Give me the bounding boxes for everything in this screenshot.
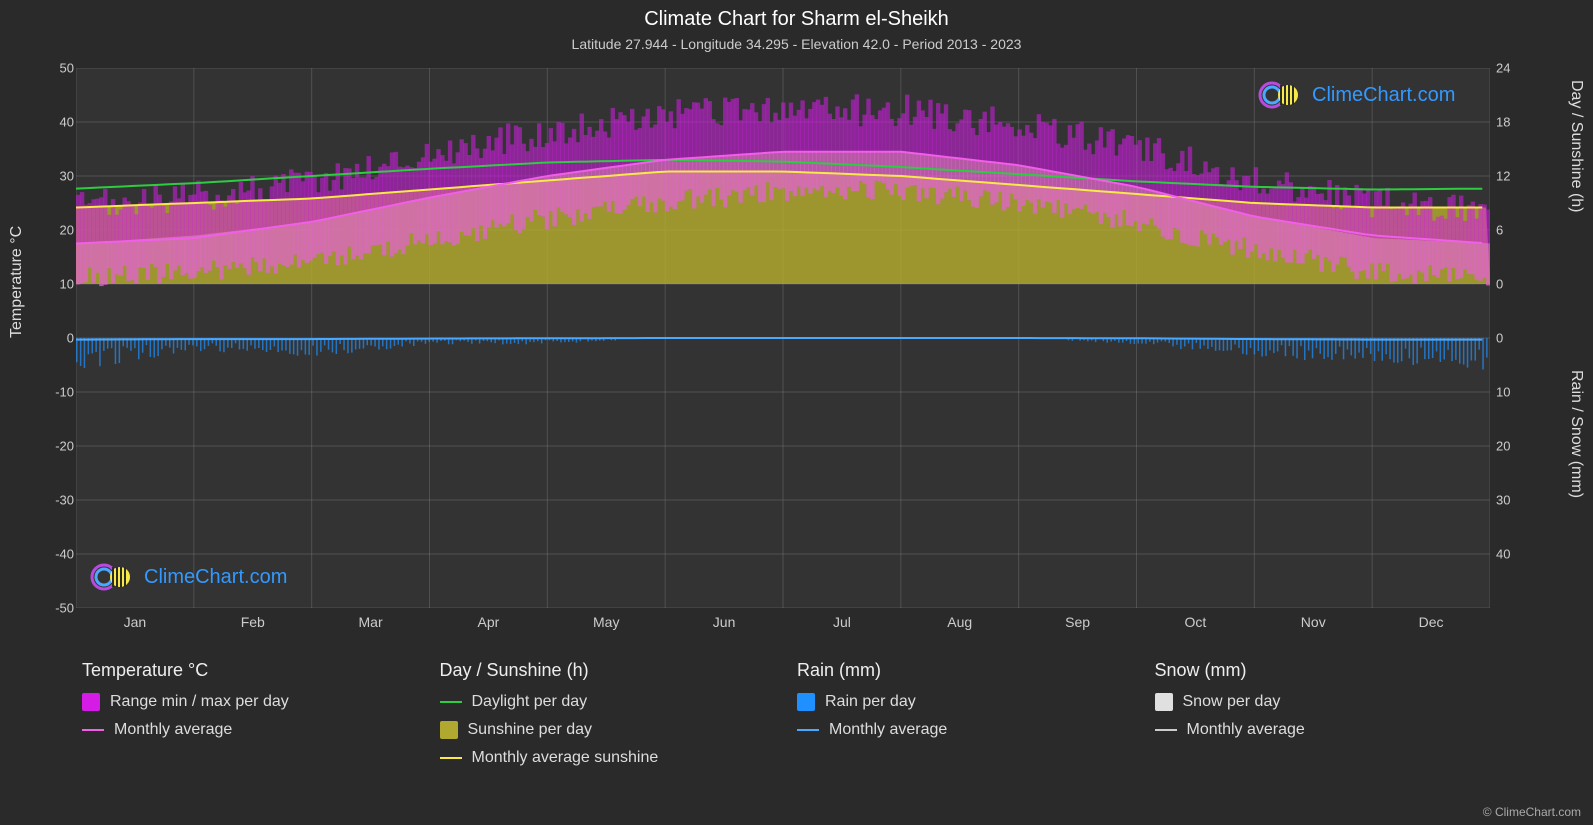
legend-swatch (440, 721, 458, 739)
legend-item: Snow per day (1155, 693, 1513, 711)
chart-subtitle: Latitude 27.944 - Longitude 34.295 - Ele… (0, 36, 1593, 52)
legend-title: Day / Sunshine (h) (440, 660, 798, 681)
legend-item: Range min / max per day (82, 693, 440, 711)
legend-swatch (440, 701, 462, 703)
legend-item: Monthly average sunshine (440, 749, 798, 767)
copyright-text: © ClimeChart.com (1483, 805, 1581, 819)
legend-label: Monthly average (1187, 721, 1305, 739)
legend-title: Snow (mm) (1155, 660, 1513, 681)
legend-label: Monthly average (829, 721, 947, 739)
legend-label: Range min / max per day (110, 693, 289, 711)
legend-col-sunshine: Day / Sunshine (h) Daylight per day Suns… (440, 660, 798, 777)
y-axis-left-label: Temperature °C (8, 226, 26, 338)
chart-title: Climate Chart for Sharm el-Sheikh (0, 8, 1593, 31)
plot-area (76, 68, 1490, 608)
legend-swatch (82, 693, 100, 711)
legend-item: Rain per day (797, 693, 1155, 711)
legend-col-rain: Rain (mm) Rain per day Monthly average (797, 660, 1155, 777)
watermark-bottom-left: ClimeChart.com (90, 562, 287, 592)
legend-swatch (1155, 729, 1177, 731)
legend-label: Monthly average (114, 721, 232, 739)
watermark-text: ClimeChart.com (144, 566, 287, 589)
climechart-logo-icon (1258, 80, 1306, 110)
chart-svg (76, 68, 1490, 608)
legend-item: Monthly average (1155, 721, 1513, 739)
legend-col-snow: Snow (mm) Snow per day Monthly average (1155, 660, 1513, 777)
legend-label: Monthly average sunshine (472, 749, 659, 767)
legend-swatch (440, 757, 462, 759)
climechart-logo-icon (90, 562, 138, 592)
legend-title: Temperature °C (82, 660, 440, 681)
legend-label: Daylight per day (472, 693, 588, 711)
legend-swatch (797, 693, 815, 711)
legend-label: Rain per day (825, 693, 916, 711)
y-axis-right-top-label: Day / Sunshine (h) (1567, 80, 1585, 213)
x-ticks: JanFebMarAprMayJunJulAugSepOctNovDec (76, 614, 1490, 634)
legend-label: Sunshine per day (468, 721, 593, 739)
y-axis-right-bottom-label: Rain / Snow (mm) (1567, 370, 1585, 498)
legend-item: Daylight per day (440, 693, 798, 711)
legend-swatch (82, 729, 104, 731)
legend-item: Sunshine per day (440, 721, 798, 739)
chart-container: Climate Chart for Sharm el-Sheikh Latitu… (0, 0, 1593, 825)
legend-swatch (1155, 693, 1173, 711)
legend-col-temperature: Temperature °C Range min / max per day M… (82, 660, 440, 777)
legend-item: Monthly average (797, 721, 1155, 739)
legend: Temperature °C Range min / max per day M… (82, 660, 1512, 777)
legend-swatch (797, 729, 819, 731)
legend-title: Rain (mm) (797, 660, 1155, 681)
legend-label: Snow per day (1183, 693, 1281, 711)
watermark-top-right: ClimeChart.com (1258, 80, 1455, 110)
watermark-text: ClimeChart.com (1312, 84, 1455, 107)
y-ticks-left: 50403020100-10-20-30-40-50 (38, 68, 74, 608)
legend-item: Monthly average (82, 721, 440, 739)
